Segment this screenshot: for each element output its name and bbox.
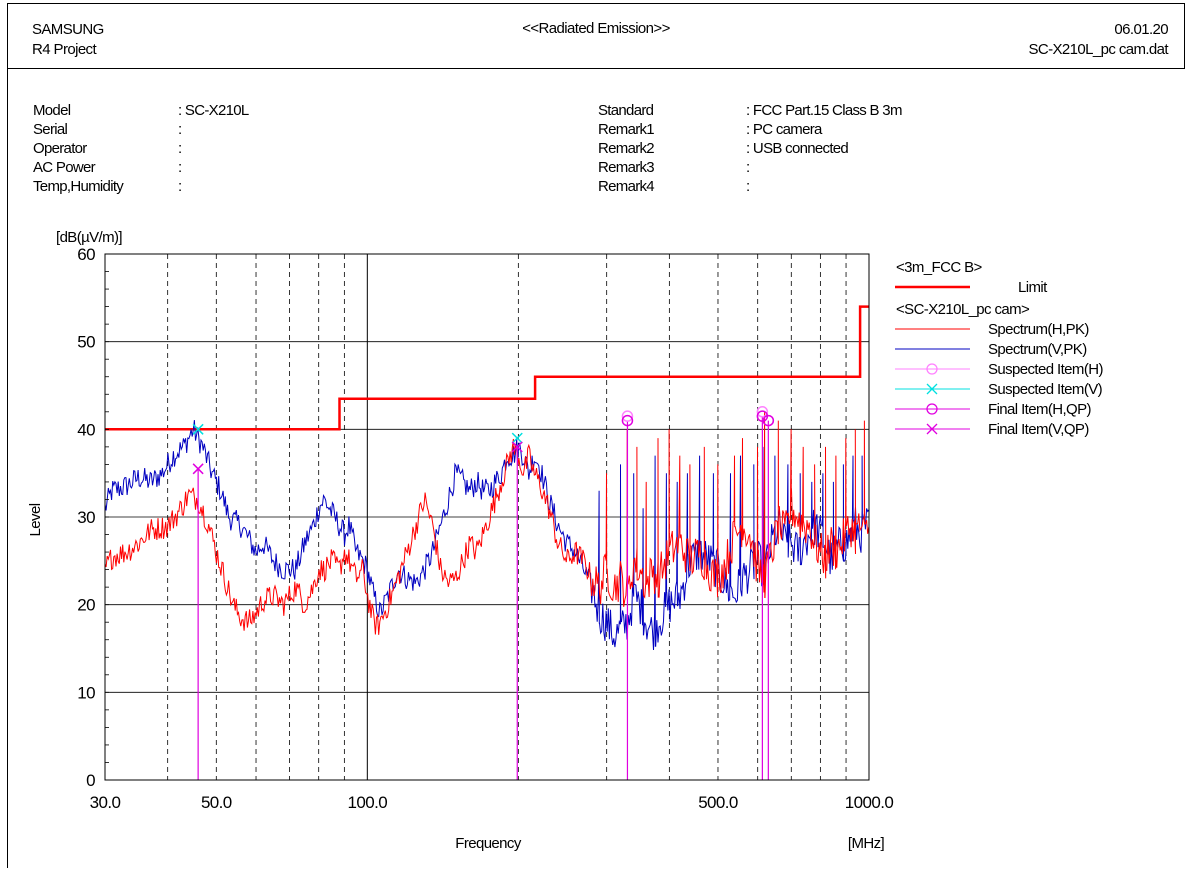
info-value: : bbox=[178, 140, 182, 157]
info-label: AC Power bbox=[33, 159, 96, 176]
legend-entry: Limit bbox=[1018, 279, 1048, 296]
y-tick-label: 0 bbox=[86, 771, 95, 790]
info-value: : PC camera bbox=[746, 121, 822, 138]
y-tick-label: 60 bbox=[77, 245, 95, 264]
legend-swatch-cross bbox=[926, 423, 938, 435]
y-tick-label: 30 bbox=[77, 508, 95, 527]
info-label: Model bbox=[33, 102, 71, 119]
info-value: : bbox=[746, 178, 750, 195]
spectrum-h-trace bbox=[104, 411, 870, 635]
final-h-marker bbox=[762, 414, 775, 427]
x-unit-label: [MHz] bbox=[848, 835, 885, 852]
y-unit-label: [dB(µV/m)] bbox=[56, 229, 122, 246]
limit-line bbox=[105, 305, 869, 431]
spectrum-v-trace bbox=[104, 420, 870, 651]
legend-swatch-circle bbox=[926, 363, 938, 375]
legend-swatch-circle bbox=[926, 403, 938, 415]
info-label: Remark1 bbox=[598, 121, 655, 138]
info-left-values: : SC-X210L : : : : bbox=[178, 101, 249, 196]
info-left-labels: Model Serial Operator AC Power Temp,Humi… bbox=[33, 101, 124, 196]
y-tick-label: 10 bbox=[77, 683, 95, 702]
y-tick-label: 20 bbox=[77, 596, 95, 615]
final-v-marker bbox=[192, 463, 204, 475]
info-label: Serial bbox=[33, 121, 68, 138]
x-tick-label: 1000.0 bbox=[845, 793, 894, 812]
suspected-v-marker bbox=[511, 432, 523, 444]
info-label: Temp,Humidity bbox=[33, 178, 124, 195]
legend-entry: Final Item(H,QP) bbox=[988, 401, 1092, 418]
legend-group-title: <3m_FCC B> bbox=[896, 259, 983, 276]
info-value: : bbox=[178, 121, 182, 138]
chart-traces bbox=[104, 305, 870, 651]
info-value: : bbox=[178, 178, 182, 195]
legend-entry: Spectrum(V,PK) bbox=[988, 341, 1087, 358]
report-title: <<Radiated Emission>> bbox=[522, 20, 670, 37]
chart-legend: <3m_FCC B> Limit <SC-X210L_pc cam> Spectrum… bbox=[895, 259, 1104, 438]
report-header: SAMSUNG R4 Project <<Radiated Emission>>… bbox=[7, 3, 1185, 69]
data-filename: SC-X210L_pc cam.dat bbox=[1028, 41, 1168, 58]
info-value: : SC-X210L bbox=[178, 102, 249, 119]
x-tick-label: 30.0 bbox=[90, 793, 121, 812]
final-h-marker bbox=[621, 414, 634, 427]
x-tick-label: 500.0 bbox=[698, 793, 738, 812]
legend-group-title: <SC-X210L_pc cam> bbox=[896, 301, 1030, 318]
info-value: : FCC Part.15 Class B 3m bbox=[746, 102, 902, 119]
info-label: Remark3 bbox=[598, 159, 655, 176]
legend-swatch-cross bbox=[926, 383, 938, 395]
company-name: SAMSUNG bbox=[32, 21, 104, 38]
info-right-labels: Standard Remark1 Remark2 Remark3 Remark4 bbox=[598, 101, 655, 196]
page-left-border bbox=[7, 68, 8, 868]
suspected-h-marker bbox=[756, 406, 769, 418]
info-value: : bbox=[178, 159, 182, 176]
y-tick-label: 50 bbox=[77, 333, 95, 352]
legend-entry: Final Item(V,QP) bbox=[988, 421, 1089, 438]
axis-ticks: 0 10 20 30 40 50 60 30.0 50.0 100.0 500.0 1000.0 bbox=[77, 245, 894, 812]
x-axis-label: Frequency bbox=[455, 835, 522, 852]
x-tick-label: 100.0 bbox=[348, 793, 388, 812]
chart-markers bbox=[192, 406, 775, 780]
legend-entry: Suspected Item(H) bbox=[988, 361, 1103, 378]
final-v-marker bbox=[511, 441, 523, 453]
header-left: SAMSUNG R4 Project bbox=[32, 20, 104, 60]
info-label: Remark4 bbox=[598, 178, 655, 195]
info-value: : USB connected bbox=[746, 140, 849, 157]
legend-entry: Suspected Item(V) bbox=[988, 381, 1103, 398]
legend-entry: Spectrum(H,PK) bbox=[988, 321, 1089, 338]
info-label: Operator bbox=[33, 140, 87, 157]
info-value: : bbox=[746, 159, 750, 176]
y-axis-label: Level bbox=[27, 503, 44, 536]
info-label: Remark2 bbox=[598, 140, 655, 157]
suspected-v-marker bbox=[192, 423, 204, 435]
header-right: 06.01.20 SC-X210L_pc cam.dat bbox=[1028, 20, 1168, 60]
info-right-values: : FCC Part.15 Class B 3m : PC camera : U… bbox=[746, 101, 902, 196]
x-tick-label: 50.0 bbox=[201, 793, 232, 812]
info-label: Standard bbox=[598, 102, 654, 119]
project-name: R4 Project bbox=[32, 41, 97, 58]
y-tick-label: 40 bbox=[77, 420, 95, 439]
report-date: 06.01.20 bbox=[1114, 21, 1168, 38]
suspected-h-marker bbox=[621, 410, 634, 422]
